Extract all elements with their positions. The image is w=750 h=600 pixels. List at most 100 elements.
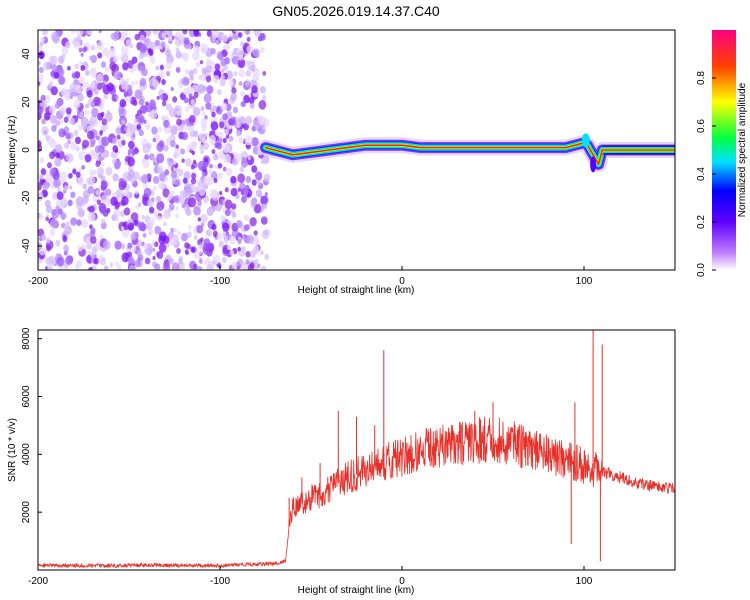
noise-blob [122, 62, 129, 71]
spectrogram-ytick-label: -40 [21, 238, 32, 253]
noise-blob [144, 122, 151, 131]
noise-blob [39, 157, 45, 164]
noise-blob [241, 101, 246, 108]
noise-blob [238, 116, 246, 125]
noise-blob [56, 65, 63, 74]
noise-blob [224, 208, 231, 217]
noise-blob [173, 160, 177, 165]
noise-blob [125, 95, 132, 103]
noise-blob [260, 47, 265, 54]
noise-blob [223, 128, 229, 136]
noise-blob [70, 217, 77, 226]
noise-blob [121, 252, 130, 263]
noise-blob [222, 222, 230, 232]
noise-blob [165, 60, 172, 69]
noise-blob [61, 46, 69, 55]
noise-blob [255, 189, 263, 198]
noise-blob [174, 179, 181, 187]
noise-blob [64, 142, 70, 149]
noise-blob [151, 197, 155, 202]
noise-blob [263, 173, 271, 183]
noise-blob [148, 153, 155, 161]
noise-blob [70, 30, 76, 34]
noise-blob [152, 255, 156, 261]
noise-blob [222, 137, 227, 144]
noise-blob [148, 206, 155, 214]
noise-blob [88, 266, 93, 270]
noise-blob [110, 196, 118, 206]
noise-blob [211, 148, 216, 155]
noise-blob [157, 215, 162, 222]
noise-blob [38, 81, 41, 86]
noise-blob [238, 69, 245, 78]
spectrogram-xtick-label: -200 [28, 276, 48, 287]
noise-blob [173, 195, 180, 203]
noise-blob [123, 30, 128, 36]
noise-blob [106, 207, 111, 214]
noise-blob [189, 141, 197, 151]
noise-blob [165, 137, 171, 144]
noise-blob [199, 60, 204, 65]
colorbar-tick-label: 0.2 [696, 215, 707, 229]
noise-blob [114, 161, 121, 170]
noise-blob [211, 30, 220, 39]
noise-blob [105, 112, 113, 122]
noise-blob [54, 157, 62, 167]
noise-blob [202, 245, 210, 255]
noise-blob [231, 55, 239, 65]
noise-blob [241, 156, 247, 164]
noise-blob [45, 213, 49, 218]
noise-blob [166, 71, 171, 77]
noise-blob [148, 217, 155, 226]
noise-blob [95, 189, 100, 196]
noise-blob [119, 99, 127, 108]
noise-blob [165, 49, 172, 58]
snr-xtick-label: 0 [399, 576, 405, 587]
noise-blob [201, 171, 207, 178]
noise-blob [84, 154, 92, 163]
noise-blob [114, 240, 122, 250]
noise-blob [156, 153, 165, 164]
noise-blob [172, 96, 178, 103]
noise-blob [212, 164, 216, 169]
snr-axis-ticks: -200 -100 0 100 2000 4000 6000 8000 [21, 327, 593, 587]
noise-blob [121, 139, 126, 146]
snr-xtick-label: 100 [576, 576, 593, 587]
noise-blob [49, 104, 56, 114]
noise-blob [220, 102, 228, 111]
noise-blob [103, 265, 109, 270]
noise-blob [143, 119, 147, 124]
noise-blob [100, 218, 106, 225]
noise-blob [244, 30, 251, 35]
noise-blob [209, 135, 216, 144]
noise-blob [87, 176, 96, 186]
noise-blob [152, 137, 156, 143]
noise-blob [235, 121, 241, 128]
noise-blob [104, 66, 109, 73]
noise-blob [157, 126, 163, 133]
noise-blob [91, 107, 99, 118]
noise-blob [112, 55, 119, 63]
noise-blob [224, 199, 233, 210]
noise-blob [112, 137, 118, 145]
noise-blob [85, 69, 90, 76]
snr-ytick-label: 8000 [21, 327, 32, 350]
noise-blob [139, 43, 148, 53]
ridge-blob [590, 156, 597, 173]
noise-blob [215, 39, 220, 45]
noise-blob [161, 32, 167, 39]
noise-blob [93, 88, 99, 95]
noise-blob [39, 247, 46, 256]
noise-blob [116, 201, 121, 208]
noise-blob [202, 142, 210, 150]
noise-blob [137, 202, 142, 207]
noise-blob [51, 64, 58, 72]
snr-series-line [38, 416, 675, 569]
noise-blob [49, 139, 57, 149]
spectrogram-xtick-label: 0 [399, 276, 405, 287]
noise-blob [185, 158, 192, 167]
snr-xtick-label: -200 [28, 576, 48, 587]
noise-blob [127, 169, 135, 179]
noise-blob [228, 79, 234, 86]
